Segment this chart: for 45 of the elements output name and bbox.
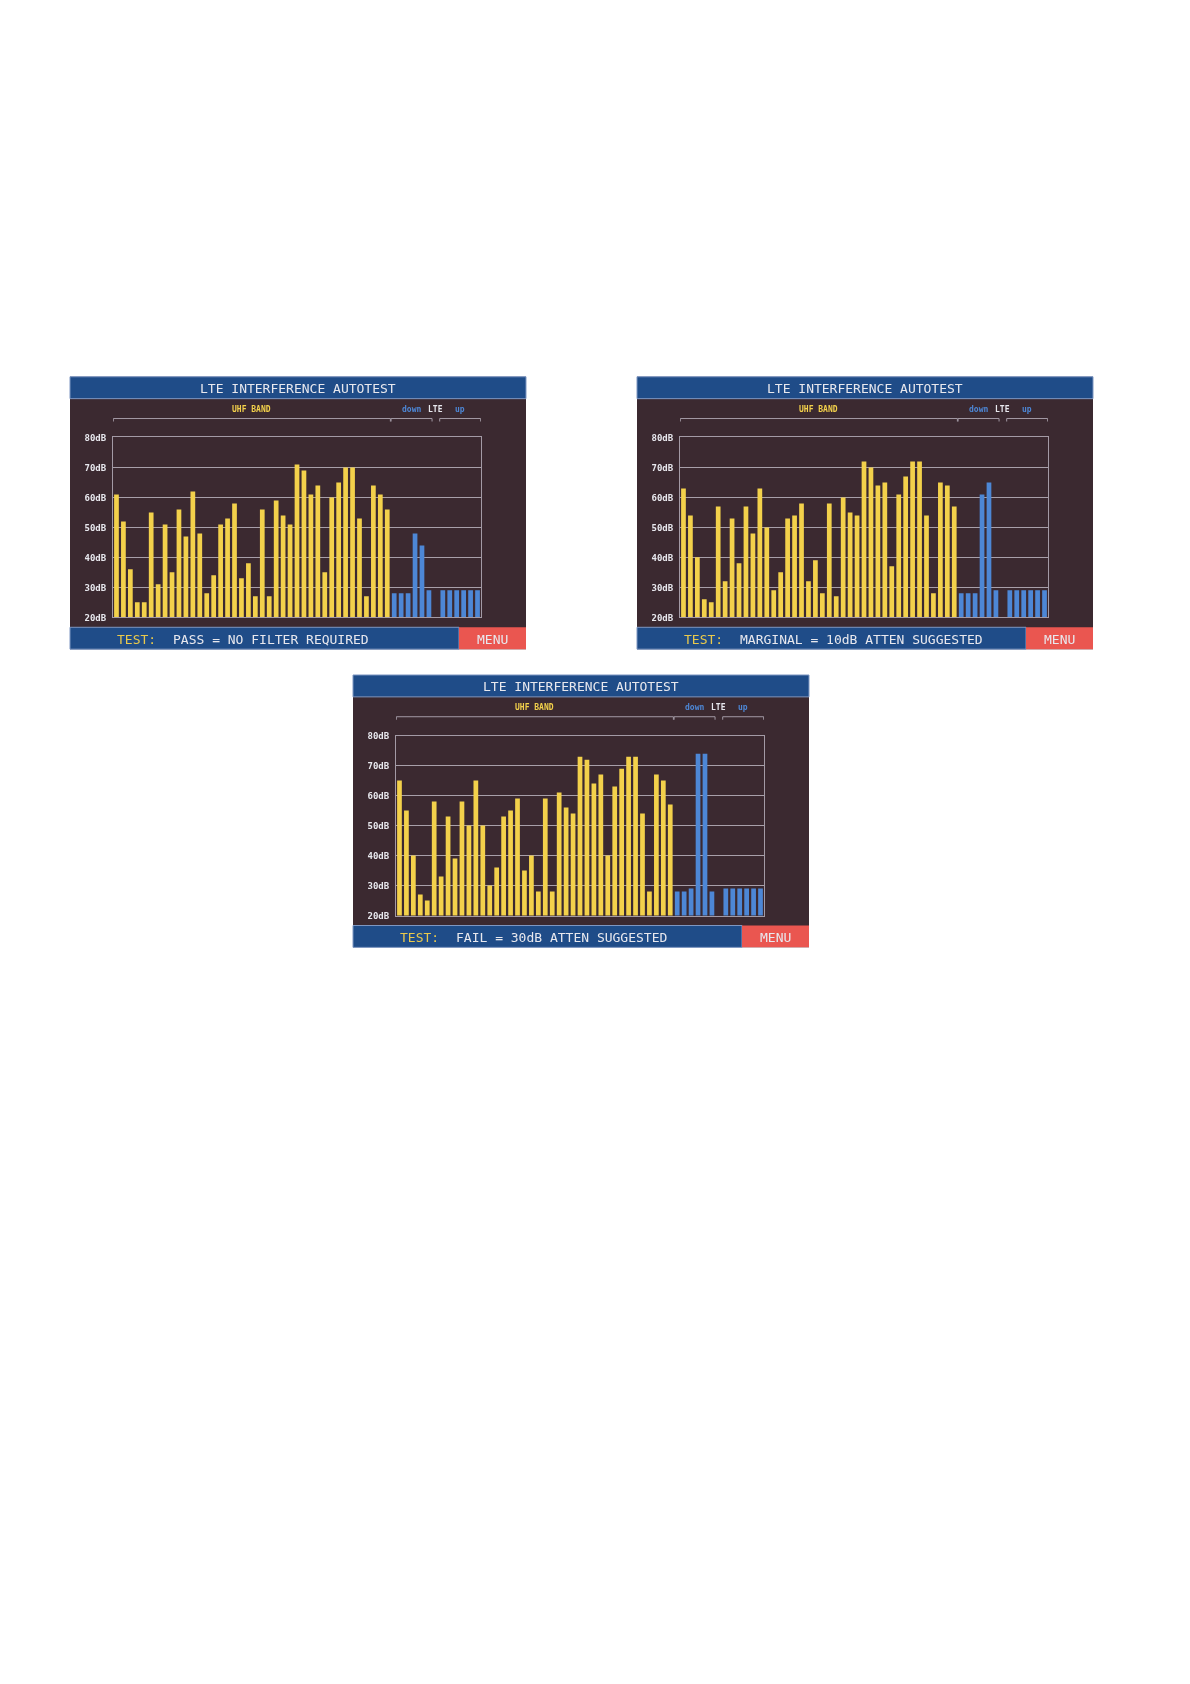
y-tick-label: 60dB <box>651 492 674 503</box>
text: TEST: <box>684 632 724 647</box>
y-tick-label: 80dB <box>367 730 390 741</box>
y-tick-label: 70dB <box>367 760 390 771</box>
y-tick-label: 20dB <box>84 612 107 623</box>
y-tick-label: 40dB <box>367 850 390 861</box>
text: MENU <box>760 930 792 945</box>
text: LTE <box>711 703 726 712</box>
y-tick-label: 60dB <box>84 492 107 503</box>
text: down <box>402 405 422 414</box>
y-tick-label: 60dB <box>367 790 390 801</box>
y-tick-label: 70dB <box>651 462 674 473</box>
text: TEST: <box>400 930 440 945</box>
text: UHF BAND <box>799 405 838 414</box>
y-tick-label: 80dB <box>651 432 674 443</box>
text: up <box>455 405 465 414</box>
y-tick-label: 20dB <box>367 910 390 921</box>
text: up <box>1022 405 1032 414</box>
y-tick-label: 20dB <box>651 612 674 623</box>
y-tick-label: 50dB <box>84 522 107 533</box>
chart-title: LTE INTERFERENCE AUTOTEST <box>767 381 963 396</box>
y-tick-label: 70dB <box>84 462 107 473</box>
text: up <box>738 703 748 712</box>
y-tick-label: 40dB <box>651 552 674 563</box>
text: LTE <box>428 405 443 414</box>
text: down <box>685 703 705 712</box>
text: FAIL = 30dB ATTEN SUGGESTED <box>456 930 668 945</box>
y-tick-label: 80dB <box>84 432 107 443</box>
chart-title: LTE INTERFERENCE AUTOTEST <box>483 679 679 694</box>
y-tick-label: 30dB <box>651 582 674 593</box>
y-tick-label: 30dB <box>84 582 107 593</box>
y-tick-label: 30dB <box>367 880 390 891</box>
y-tick-label: 40dB <box>84 552 107 563</box>
text: UHF BAND <box>515 703 554 712</box>
text: UHF BAND <box>232 405 271 414</box>
text: MENU <box>1044 632 1076 647</box>
text: down <box>969 405 989 414</box>
text: PASS = NO FILTER REQUIRED <box>173 632 369 647</box>
text: TEST: <box>117 632 157 647</box>
text: LTE <box>995 405 1010 414</box>
text: MARGINAL = 10dB ATTEN SUGGESTED <box>740 632 983 647</box>
y-tick-label: 50dB <box>367 820 390 831</box>
y-tick-label: 50dB <box>651 522 674 533</box>
chart-title: LTE INTERFERENCE AUTOTEST <box>200 381 396 396</box>
text: MENU <box>477 632 509 647</box>
